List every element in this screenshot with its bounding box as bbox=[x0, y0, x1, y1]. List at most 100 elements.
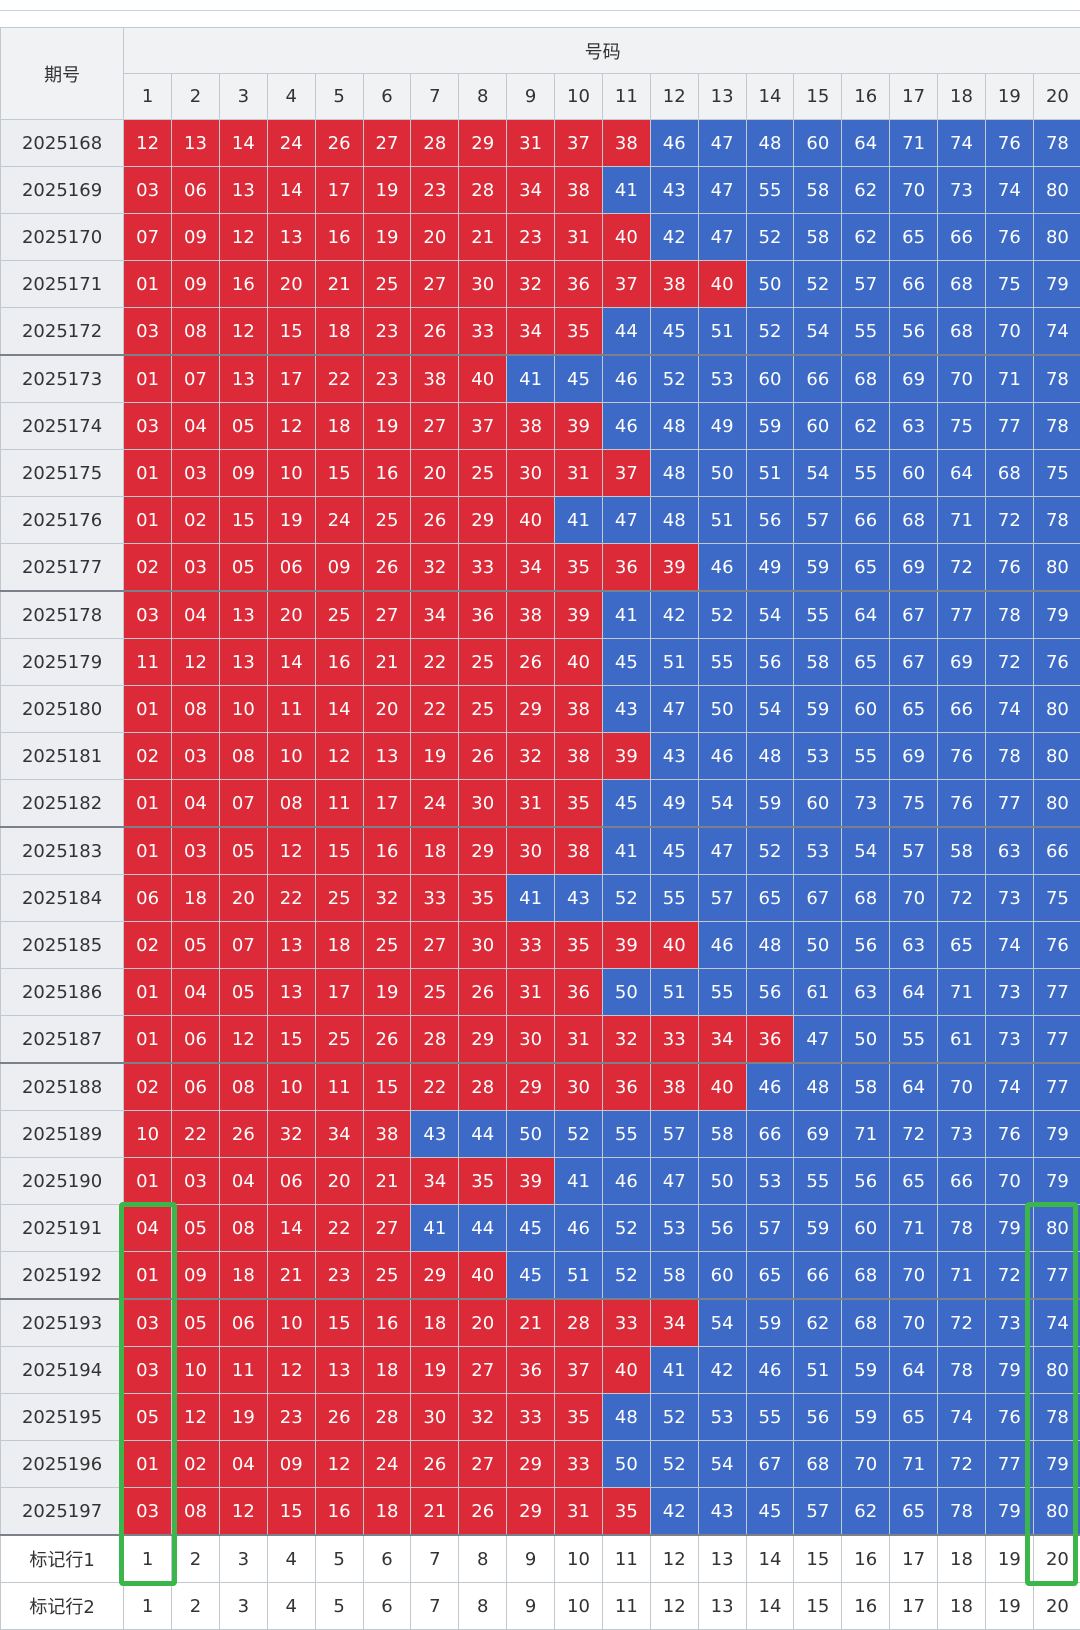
number-cell: 56 bbox=[890, 308, 938, 356]
column-number-header: 7 bbox=[411, 74, 459, 120]
number-cell: 25 bbox=[459, 639, 507, 686]
mark-cell: 3 bbox=[219, 1583, 267, 1630]
number-cell: 02 bbox=[172, 1441, 220, 1488]
number-cell: 04 bbox=[124, 1205, 172, 1252]
number-cell: 18 bbox=[172, 875, 220, 922]
number-cell: 55 bbox=[890, 1016, 938, 1064]
number-cell: 27 bbox=[459, 1347, 507, 1394]
number-cell: 72 bbox=[985, 639, 1033, 686]
number-cell: 65 bbox=[938, 922, 986, 969]
number-cell: 33 bbox=[507, 922, 555, 969]
number-cell: 69 bbox=[890, 355, 938, 403]
number-cell: 52 bbox=[746, 308, 794, 356]
number-cell: 08 bbox=[172, 686, 220, 733]
number-cell: 60 bbox=[794, 403, 842, 450]
number-cell: 26 bbox=[411, 1441, 459, 1488]
number-cell: 59 bbox=[746, 403, 794, 450]
number-cell: 26 bbox=[411, 308, 459, 356]
number-cell: 71 bbox=[938, 969, 986, 1016]
number-cell: 34 bbox=[698, 1016, 746, 1064]
column-number-header: 13 bbox=[698, 74, 746, 120]
number-cell: 30 bbox=[411, 1394, 459, 1441]
number-cell: 25 bbox=[315, 875, 363, 922]
mark-row-label: 标记行2 bbox=[1, 1583, 124, 1630]
mark-cell: 10 bbox=[555, 1535, 603, 1583]
number-cell: 53 bbox=[650, 1205, 698, 1252]
number-cell: 59 bbox=[794, 544, 842, 592]
period-cell: 2025197 bbox=[1, 1488, 124, 1536]
number-cell: 77 bbox=[985, 1441, 1033, 1488]
number-cell: 56 bbox=[746, 497, 794, 544]
number-cell: 25 bbox=[411, 969, 459, 1016]
period-cell: 2025178 bbox=[1, 591, 124, 639]
number-cell: 31 bbox=[555, 1488, 603, 1536]
number-cell: 54 bbox=[794, 308, 842, 356]
number-cell: 02 bbox=[124, 1063, 172, 1111]
number-cell: 21 bbox=[507, 1299, 555, 1347]
number-cell: 07 bbox=[124, 214, 172, 261]
number-cell: 79 bbox=[985, 1205, 1033, 1252]
number-cell: 08 bbox=[172, 308, 220, 356]
number-cell: 79 bbox=[1033, 261, 1080, 308]
number-cell: 53 bbox=[794, 733, 842, 780]
number-cell: 66 bbox=[890, 261, 938, 308]
number-cell: 20 bbox=[459, 1299, 507, 1347]
number-cell: 30 bbox=[507, 1016, 555, 1064]
number-cell: 26 bbox=[459, 969, 507, 1016]
number-cell: 45 bbox=[507, 1252, 555, 1300]
column-number-header: 1 bbox=[124, 74, 172, 120]
mark-cell: 4 bbox=[267, 1583, 315, 1630]
number-cell: 34 bbox=[650, 1299, 698, 1347]
number-cell: 65 bbox=[842, 544, 890, 592]
number-cell: 49 bbox=[746, 544, 794, 592]
period-cell: 2025172 bbox=[1, 308, 124, 356]
number-cell: 04 bbox=[172, 969, 220, 1016]
number-cell: 06 bbox=[172, 1063, 220, 1111]
number-cell: 25 bbox=[363, 261, 411, 308]
number-cell: 11 bbox=[315, 780, 363, 828]
number-cell: 58 bbox=[794, 167, 842, 214]
mark-cell: 19 bbox=[985, 1583, 1033, 1630]
number-cell: 11 bbox=[124, 639, 172, 686]
number-cell: 38 bbox=[411, 355, 459, 403]
number-cell: 52 bbox=[650, 1441, 698, 1488]
number-cell: 28 bbox=[411, 1016, 459, 1064]
number-cell: 23 bbox=[411, 167, 459, 214]
number-cell: 75 bbox=[1033, 875, 1080, 922]
number-cell: 63 bbox=[985, 827, 1033, 875]
number-cell: 18 bbox=[315, 403, 363, 450]
number-cell: 76 bbox=[985, 214, 1033, 261]
number-cell: 05 bbox=[172, 1205, 220, 1252]
number-cell: 70 bbox=[890, 167, 938, 214]
number-cell: 15 bbox=[219, 497, 267, 544]
mark-cell: 7 bbox=[411, 1535, 459, 1583]
number-cell: 26 bbox=[315, 120, 363, 167]
number-cell: 21 bbox=[411, 1488, 459, 1536]
number-cell: 76 bbox=[1033, 639, 1080, 686]
mark-cell: 20 bbox=[1033, 1583, 1080, 1630]
number-cell: 32 bbox=[459, 1394, 507, 1441]
number-cell: 09 bbox=[172, 1252, 220, 1300]
number-cell: 64 bbox=[890, 1063, 938, 1111]
number-cell: 30 bbox=[507, 450, 555, 497]
number-cell: 76 bbox=[985, 1111, 1033, 1158]
period-cell: 2025192 bbox=[1, 1252, 124, 1300]
number-cell: 13 bbox=[267, 922, 315, 969]
column-number-header: 16 bbox=[842, 74, 890, 120]
period-cell: 2025196 bbox=[1, 1441, 124, 1488]
number-cell: 45 bbox=[602, 639, 650, 686]
mark-cell: 14 bbox=[746, 1535, 794, 1583]
number-cell: 74 bbox=[938, 1394, 986, 1441]
number-cell: 68 bbox=[938, 308, 986, 356]
number-cell: 12 bbox=[267, 1347, 315, 1394]
number-cell: 55 bbox=[746, 1394, 794, 1441]
